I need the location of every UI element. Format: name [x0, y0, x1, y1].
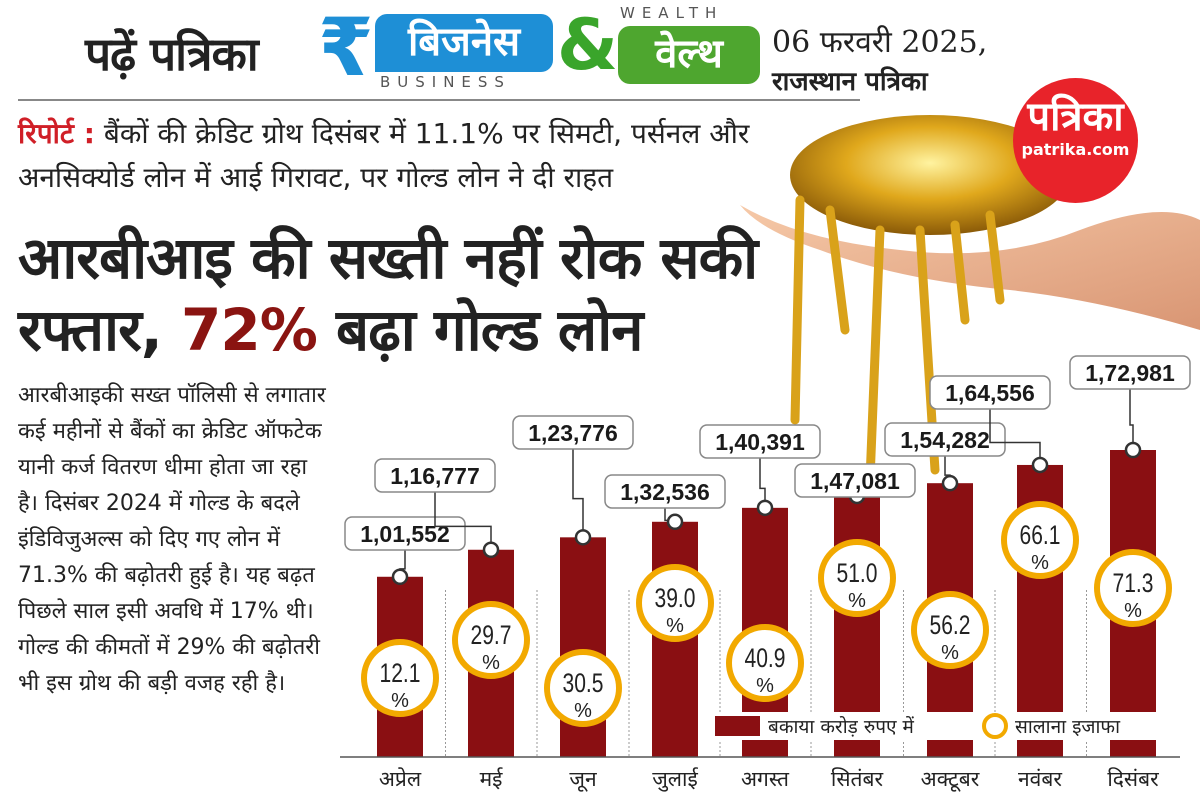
badge-url: patrika.com — [1021, 140, 1130, 159]
month-label: अक्टूबर — [921, 767, 980, 792]
newspaper-name: राजस्थान पत्रिका — [772, 67, 928, 97]
rupee-logo-icon: ₹ — [318, 1, 374, 94]
legend-box — [700, 712, 1175, 740]
leader-line — [759, 457, 766, 508]
legend-circle-label: सालाना इजाफा — [1015, 716, 1121, 738]
growth-value: 29.7 — [471, 621, 512, 651]
bar-top-marker — [1031, 456, 1049, 474]
headline-line1: आरबीआइ की सख्ती नहीं रोक सकी — [18, 224, 758, 292]
value-label-box — [929, 375, 1051, 410]
headline-line2-pre: रफ्तार, — [18, 296, 182, 364]
month-label: दिसंबर — [1107, 767, 1159, 791]
value-label: 1,47,081 — [810, 468, 900, 494]
month-label: नवंबर — [1018, 767, 1062, 791]
logo-wealth-hindi: वेल्थ — [618, 26, 760, 84]
growth-value: 39.0 — [655, 584, 696, 614]
headline: आरबीआइ की सख्ती नहीं रोक सकी रफ्तार, 72%… — [18, 222, 758, 366]
growth-circle — [361, 639, 439, 717]
legend-bar-swatch — [715, 716, 760, 736]
headline-highlight: 72% — [181, 296, 318, 364]
bar-top-marker — [482, 541, 500, 558]
headline-line2-post: बढ़ा गोल्ड लोन — [316, 296, 643, 364]
growth-value: 71.3 — [1113, 569, 1154, 599]
growth-circle — [911, 591, 989, 669]
patrika-logo-badge: पत्रिका patrika.com — [1013, 78, 1138, 203]
growth-unit: % — [666, 615, 684, 637]
growth-circle — [726, 624, 804, 702]
bar-top-marker — [756, 499, 774, 517]
value-label: 1,54,282 — [900, 427, 990, 453]
value-label-box — [884, 422, 1006, 457]
leader-line — [572, 448, 584, 538]
growth-unit: % — [848, 590, 866, 612]
growth-unit: % — [574, 700, 592, 722]
bar-top-marker — [391, 568, 409, 586]
growth-unit: % — [1031, 552, 1049, 574]
growth-circle — [1094, 549, 1172, 627]
value-label-box — [1069, 355, 1191, 390]
value-label: 1,72,981 — [1085, 360, 1175, 386]
bar-top-marker — [941, 474, 959, 492]
value-label-box — [699, 424, 821, 459]
report-tag: रिपोर्ट : — [18, 117, 95, 150]
growth-circle — [1001, 501, 1079, 579]
value-label-box — [794, 463, 916, 498]
leader-line — [989, 408, 1041, 465]
publication-date: 06 फरवरी 2025, — [772, 25, 988, 60]
value-label: 1,64,556 — [945, 380, 1035, 406]
growth-circle — [636, 564, 714, 642]
report-text: बैंकों की क्रेडिट ग्रोथ दिसंबर में 11.1%… — [18, 117, 750, 194]
month-label: मई — [480, 767, 504, 791]
growth-circle — [544, 649, 622, 727]
month-label: सितंबर — [831, 767, 884, 791]
growth-value: 51.0 — [837, 559, 878, 589]
growth-value: 30.5 — [563, 669, 604, 699]
growth-unit: % — [756, 675, 774, 697]
month-label: जून — [569, 767, 597, 792]
growth-unit: % — [391, 690, 409, 712]
value-label: 1,40,391 — [715, 429, 805, 455]
month-label: अगस्त — [741, 767, 790, 791]
growth-value: 56.2 — [930, 611, 971, 641]
growth-unit: % — [1124, 600, 1142, 622]
value-label: 1,32,536 — [620, 479, 710, 505]
headline-line2: रफ्तार, 72% बढ़ा गोल्ड लोन — [18, 294, 757, 366]
growth-circle — [818, 539, 896, 617]
month-label: अप्रेल — [379, 767, 422, 791]
logo-business-english: BUSINESS — [380, 73, 511, 91]
header-divider — [18, 99, 860, 101]
leader-line — [434, 491, 492, 550]
value-label-box — [512, 415, 634, 450]
value-label: 1,23,776 — [528, 420, 618, 446]
legend-bar-label: बकाया करोड़ रुपए में — [768, 715, 915, 738]
month-label: जुलाई — [652, 767, 699, 792]
growth-circle — [452, 601, 530, 679]
growth-unit: % — [482, 652, 500, 674]
legend-circle-swatch — [982, 713, 1008, 739]
value-label: 1,16,777 — [390, 463, 480, 489]
report-subheading: रिपोर्ट : बैंकों की क्रेडिट ग्रोथ दिसंबर… — [18, 112, 858, 200]
logo-ampersand: & — [557, 4, 619, 86]
logo-wealth-english: WEALTH — [620, 4, 724, 22]
article-body: आरबीआइकी सख्त पॉलिसी से लगातार कई महीनों… — [18, 383, 326, 696]
badge-title: पत्रिका — [1027, 94, 1124, 140]
leader-line — [1129, 388, 1134, 450]
logo-business-hindi: बिजनेस — [375, 14, 553, 72]
growth-value: 66.1 — [1020, 521, 1061, 551]
bar-top-marker — [1124, 441, 1142, 459]
value-label-box — [604, 474, 726, 509]
bar-top-marker — [666, 513, 684, 531]
growth-value: 40.9 — [745, 644, 786, 674]
growth-unit: % — [941, 642, 959, 664]
read-patrika-label: पढ़ें पत्रिका — [85, 27, 259, 81]
growth-value: 12.1 — [380, 659, 421, 689]
value-label-box — [374, 458, 496, 493]
bar-top-marker — [574, 529, 592, 546]
value-label: 1,01,552 — [360, 521, 450, 547]
